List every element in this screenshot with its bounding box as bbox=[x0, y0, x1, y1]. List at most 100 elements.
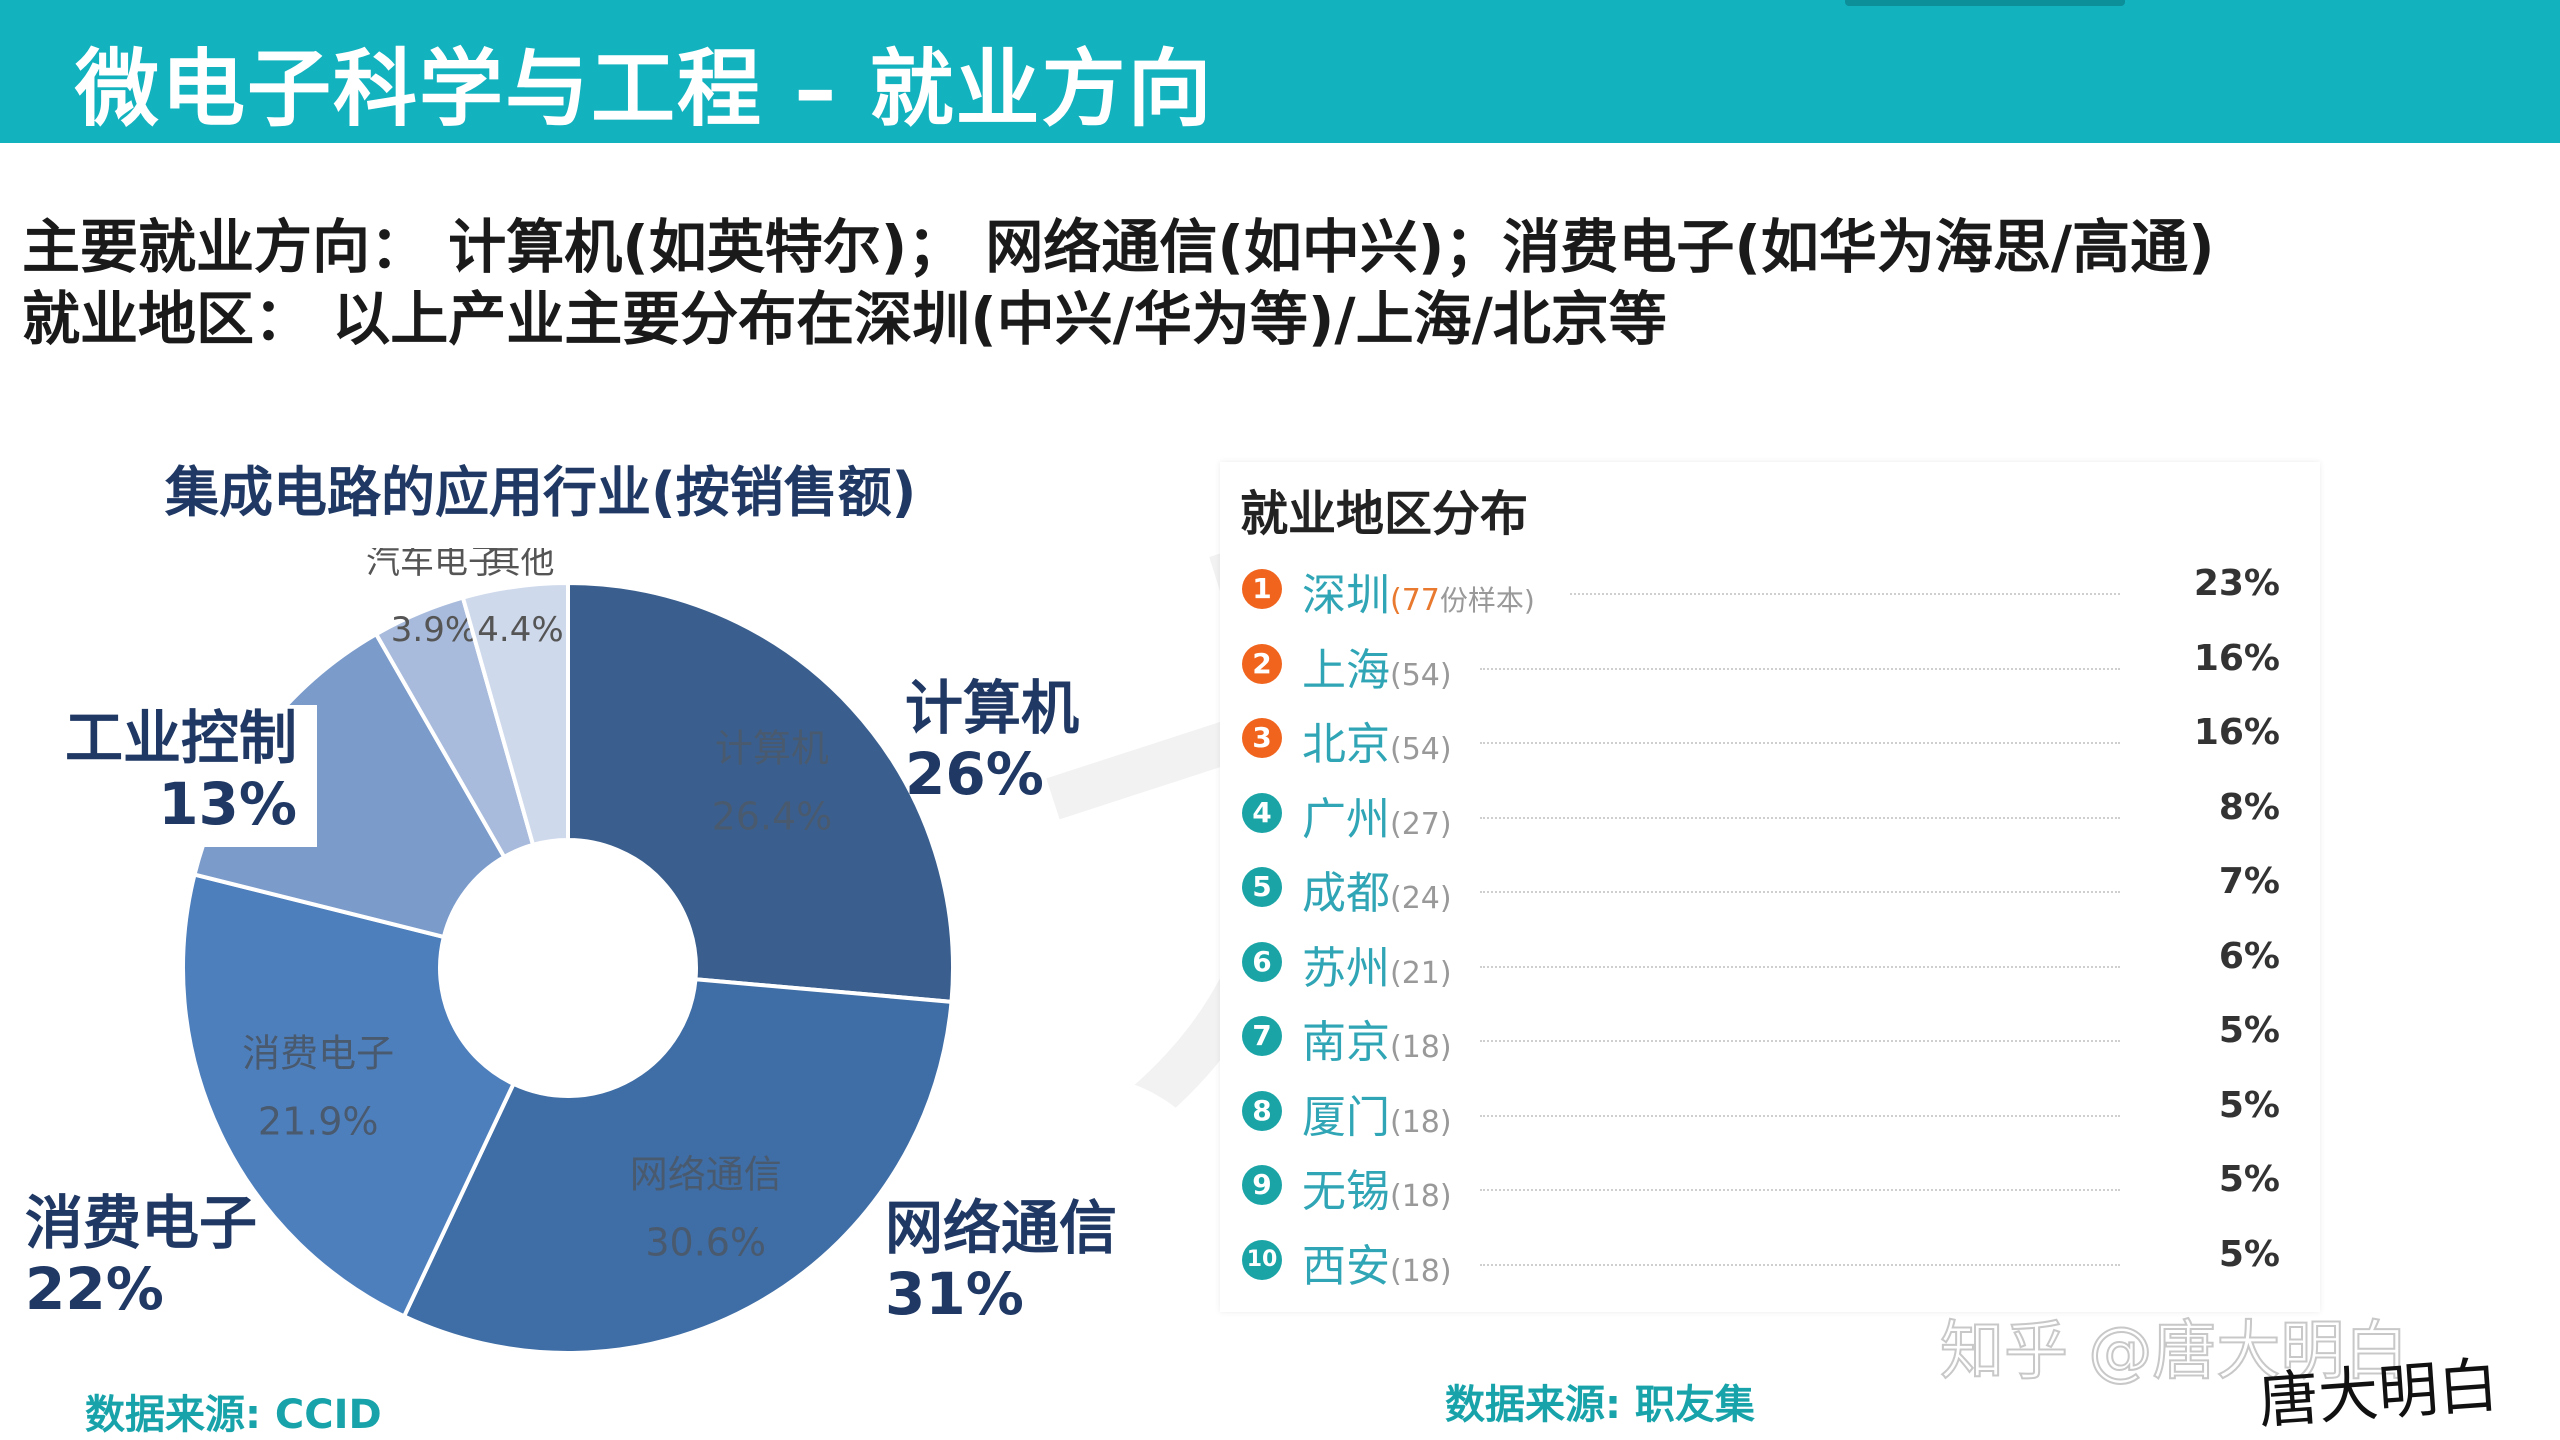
dotted-leader bbox=[1480, 667, 2120, 670]
callout-network: 网络通信 31% bbox=[885, 1195, 1117, 1327]
author-signature: 唐大明白 bbox=[2256, 1350, 2501, 1438]
pie-slice-value-6: 4.4% bbox=[477, 610, 563, 650]
pie-chart-panel: 计算机 26.4% 网络通信 30.6% 消费电子 21.9% 汽车电子 3.9% 其他 4.4% bbox=[40, 548, 1040, 1398]
dotted-leader bbox=[1480, 1189, 2120, 1191]
region-share: 16% bbox=[2193, 712, 2280, 753]
city-name: 南京 bbox=[1302, 1017, 1390, 1068]
region-share: 5% bbox=[2218, 1233, 2280, 1275]
sample-count: (54) bbox=[1390, 732, 1452, 767]
sample-count: (18) bbox=[1390, 1253, 1452, 1289]
callout-computer-name: 计算机 bbox=[905, 674, 1080, 742]
sample-count: (27) bbox=[1390, 806, 1452, 842]
callout-computer-pct: 26% bbox=[905, 740, 1044, 808]
pie-slice-value-5: 3.9% bbox=[391, 610, 477, 650]
city-link[interactable]: 南京(18) bbox=[1302, 1006, 1452, 1070]
region-row[interactable]: 5 成都(24) 7% bbox=[1240, 855, 2280, 919]
callout-industrial: 工业控制 13% bbox=[45, 704, 318, 847]
region-row[interactable]: 7 南京(18) 5% bbox=[1240, 1004, 2280, 1068]
city-name: 广州 bbox=[1302, 793, 1390, 845]
sample-count: (77 bbox=[1390, 583, 1440, 618]
zhihu-credit: 知乎 @唐大明白 bbox=[1939, 1314, 2409, 1390]
title-bar-tab bbox=[1845, 0, 2125, 6]
rank-badge: 3 bbox=[1242, 718, 1282, 758]
dotted-leader bbox=[1480, 816, 2120, 819]
dotted-leader bbox=[1480, 742, 2120, 744]
region-row[interactable]: 9 无锡(18) 5% bbox=[1240, 1153, 2280, 1217]
callout-consumer-pct: 22% bbox=[25, 1255, 164, 1323]
dotted-leader bbox=[1480, 1114, 2120, 1117]
city-name: 厦门 bbox=[1302, 1091, 1390, 1143]
pie-slice-1 bbox=[566, 580, 955, 1004]
rank-badge: 10 bbox=[1242, 1239, 1282, 1280]
city-link[interactable]: 西安(18) bbox=[1302, 1230, 1452, 1294]
pie-slice-label-6: 其他 bbox=[486, 548, 554, 582]
region-share: 8% bbox=[2218, 786, 2280, 828]
rank-badge: 6 bbox=[1242, 941, 1282, 982]
title-bar: 微电子科学与工程 – 就业方向 bbox=[0, 0, 2560, 143]
callout-network-pct: 31% bbox=[885, 1260, 1024, 1328]
pie-slice-value-1: 26.4% bbox=[712, 794, 833, 838]
city-link[interactable]: 北京(54) bbox=[1302, 708, 1452, 772]
region-row[interactable]: 6 苏州(21) 6% bbox=[1240, 930, 2280, 994]
rank-badge: 2 bbox=[1242, 643, 1282, 684]
region-row[interactable]: 10 西安(18) 5% bbox=[1240, 1228, 2280, 1292]
region-data-source: 数据来源: 职友集 bbox=[1445, 1382, 1755, 1428]
city-name: 上海 bbox=[1302, 644, 1390, 696]
region-row[interactable]: 3 北京(54) 16% bbox=[1240, 706, 2280, 770]
pie-slice-value-2: 30.6% bbox=[645, 1221, 766, 1265]
dotted-leader bbox=[1480, 965, 2120, 968]
dotted-leader bbox=[1480, 1263, 2120, 1266]
city-name: 西安 bbox=[1302, 1240, 1390, 1292]
region-row[interactable]: 1 深圳(77份样本) 23% bbox=[1240, 557, 2280, 621]
pie-slice-label-2: 网络通信 bbox=[630, 1153, 782, 1197]
city-name: 深圳 bbox=[1302, 570, 1390, 621]
city-link[interactable]: 深圳(77份样本) bbox=[1302, 559, 1535, 623]
city-name: 无锡 bbox=[1302, 1166, 1390, 1217]
region-row[interactable]: 2 上海(54) 16% bbox=[1240, 632, 2280, 696]
city-link[interactable]: 广州(27) bbox=[1302, 783, 1452, 847]
region-share: 5% bbox=[2218, 1010, 2280, 1051]
region-share: 7% bbox=[2218, 861, 2280, 902]
region-row[interactable]: 8 厦门(18) 5% bbox=[1240, 1079, 2280, 1143]
city-link[interactable]: 苏州(21) bbox=[1302, 932, 1452, 996]
region-share: 6% bbox=[2218, 935, 2280, 977]
region-row[interactable]: 4 广州(27) 8% bbox=[1240, 781, 2280, 845]
pie-slice-6 bbox=[460, 580, 570, 848]
sample-count: (18) bbox=[1390, 1179, 1452, 1214]
pie-slice-value-3: 21.9% bbox=[258, 1100, 379, 1144]
city-name: 成都 bbox=[1302, 868, 1390, 919]
region-share: 5% bbox=[2218, 1084, 2280, 1126]
callout-computer: 计算机 26% bbox=[905, 675, 1079, 807]
employment-directions-line: 主要就业方向： 计算机(如英特尔)； 网络通信(如中兴)；消费电子(如华为海思/… bbox=[22, 213, 2215, 281]
city-link[interactable]: 无锡(18) bbox=[1302, 1155, 1452, 1219]
pie-slice-3 bbox=[181, 872, 517, 1320]
rank-badge: 7 bbox=[1242, 1016, 1282, 1056]
rank-badge: 8 bbox=[1242, 1090, 1282, 1131]
sample-count: (21) bbox=[1390, 955, 1452, 991]
pie-slice-label-3: 消费电子 bbox=[242, 1032, 394, 1076]
pie-slice-2 bbox=[401, 977, 954, 1355]
dotted-leader bbox=[1570, 593, 2120, 595]
region-panel-title: 就业地区分布 bbox=[1240, 486, 1529, 542]
pie-slice-label-5: 汽车电子 bbox=[366, 548, 502, 582]
rank-badge: 1 bbox=[1242, 569, 1282, 609]
pie-chart: 计算机 26.4% 网络通信 30.6% 消费电子 21.9% 汽车电子 3.9% 其他 4.4% bbox=[181, 548, 955, 1355]
city-link[interactable]: 上海(54) bbox=[1302, 634, 1452, 698]
city-link[interactable]: 厦门(18) bbox=[1302, 1081, 1452, 1145]
callout-network-name: 网络通信 bbox=[885, 1194, 1118, 1262]
city-name: 苏州 bbox=[1302, 942, 1390, 994]
region-distribution-panel: 就业地区分布 1 深圳(77份样本) 23% 2 上海(54) 16% 3 北京(54) 16%… bbox=[1220, 462, 2320, 1312]
callout-industrial-name: 工业控制 bbox=[65, 704, 298, 772]
sample-count: (54) bbox=[1390, 657, 1452, 693]
dotted-leader bbox=[1480, 1040, 2120, 1042]
pie-slice-label-1: 计算机 bbox=[715, 726, 829, 770]
city-link[interactable]: 成都(24) bbox=[1302, 857, 1452, 921]
sample-count: (18) bbox=[1390, 1030, 1452, 1065]
pie-data-source: 数据来源: CCID bbox=[85, 1392, 382, 1438]
sample-tag: 份样本) bbox=[1439, 584, 1535, 617]
rank-badge: 9 bbox=[1242, 1165, 1282, 1205]
callout-consumer-name: 消费电子 bbox=[25, 1189, 258, 1257]
slide-title: 微电子科学与工程 – 就业方向 bbox=[75, 40, 1214, 138]
sample-count: (18) bbox=[1390, 1104, 1452, 1140]
pie-chart-title: 集成电路的应用行业(按销售额) bbox=[165, 461, 917, 524]
